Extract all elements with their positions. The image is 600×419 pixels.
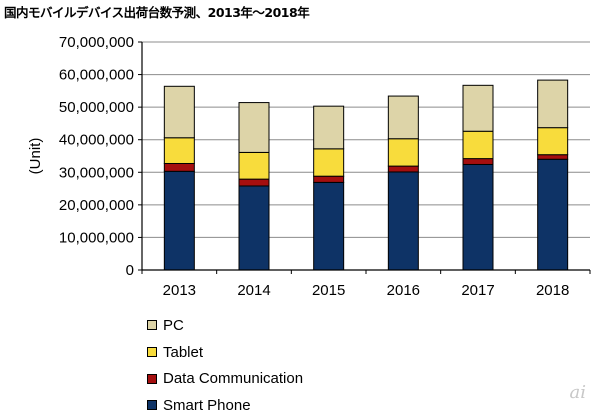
bar-smart-phone-2016 bbox=[387, 171, 419, 271]
y-tick-label: 70,000,000 bbox=[59, 34, 134, 51]
bar-data-communication-2017 bbox=[462, 158, 494, 165]
legend-swatch bbox=[147, 320, 157, 331]
bar-smart-phone-2017 bbox=[462, 163, 494, 271]
bar-smart-phone-2013 bbox=[163, 170, 195, 271]
x-tick-label: 2015 bbox=[312, 282, 345, 299]
legend-item-pc: PC bbox=[147, 312, 303, 339]
bar-chart: 0 10,000,000 20,000,000 30,000,000 40,000,00… bbox=[27, 34, 591, 299]
x-tick-label: 2017 bbox=[461, 282, 494, 299]
legend-item-tablet: Tablet bbox=[147, 339, 303, 366]
legend-label: PC bbox=[163, 316, 184, 334]
legend-label: Smart Phone bbox=[163, 396, 251, 414]
watermark-logo: ai bbox=[569, 382, 587, 403]
chart-title: 国内モバイルデバイス出荷台数予測、2013年～2018年 bbox=[4, 5, 310, 20]
bar-tablet-2014 bbox=[238, 151, 270, 180]
y-tick-label: 10,000,000 bbox=[59, 229, 134, 246]
y-tick-label: 20,000,000 bbox=[59, 197, 134, 214]
bar-data-communication-2014 bbox=[238, 178, 270, 187]
bar-pc-2017 bbox=[462, 84, 494, 132]
x-tick-label: 2018 bbox=[536, 282, 569, 299]
y-tick-label: 30,000,000 bbox=[59, 164, 134, 181]
bar-pc-2015 bbox=[313, 105, 345, 150]
bar-smart-phone-2018 bbox=[537, 158, 569, 271]
bar-pc-2014 bbox=[238, 102, 270, 153]
bar-smart-phone-2014 bbox=[238, 185, 270, 271]
y-tick-label: 60,000,000 bbox=[59, 67, 134, 84]
bar-smart-phone-2015 bbox=[313, 181, 345, 271]
legend-swatch bbox=[147, 373, 157, 384]
bar-tablet-2018 bbox=[537, 127, 569, 156]
y-tick-label: 50,000,000 bbox=[59, 99, 134, 116]
legend-label: Tablet bbox=[163, 343, 204, 361]
bar-data-communication-2013 bbox=[163, 162, 195, 172]
bar-data-communication-2016 bbox=[387, 165, 419, 173]
y-axis-label: (Unit) bbox=[27, 138, 44, 175]
legend-item-smart-phone: Smart Phone bbox=[147, 392, 303, 419]
y-tick-label: 40,000,000 bbox=[59, 132, 134, 149]
y-tick-label: 0 bbox=[126, 262, 134, 279]
legend-item-data-communication: Data Communication bbox=[147, 365, 303, 392]
legend-swatch bbox=[147, 347, 157, 358]
x-tick-label: 2016 bbox=[387, 282, 420, 299]
bar-data-communication-2018 bbox=[537, 154, 569, 160]
bar-pc-2018 bbox=[537, 79, 569, 129]
bar-tablet-2013 bbox=[163, 137, 195, 164]
bar-pc-2013 bbox=[163, 85, 195, 139]
bar-tablet-2016 bbox=[387, 138, 419, 167]
bar-data-communication-2015 bbox=[313, 175, 345, 183]
x-tick-label: 2014 bbox=[237, 282, 270, 299]
legend-label: Data Communication bbox=[163, 370, 304, 388]
legend: PC Tablet Data Communication Smart Phone bbox=[147, 312, 303, 419]
bar-pc-2016 bbox=[387, 95, 419, 140]
bar-tablet-2015 bbox=[313, 148, 345, 177]
x-tick-label: 2013 bbox=[163, 282, 196, 299]
bar-tablet-2017 bbox=[462, 130, 494, 160]
